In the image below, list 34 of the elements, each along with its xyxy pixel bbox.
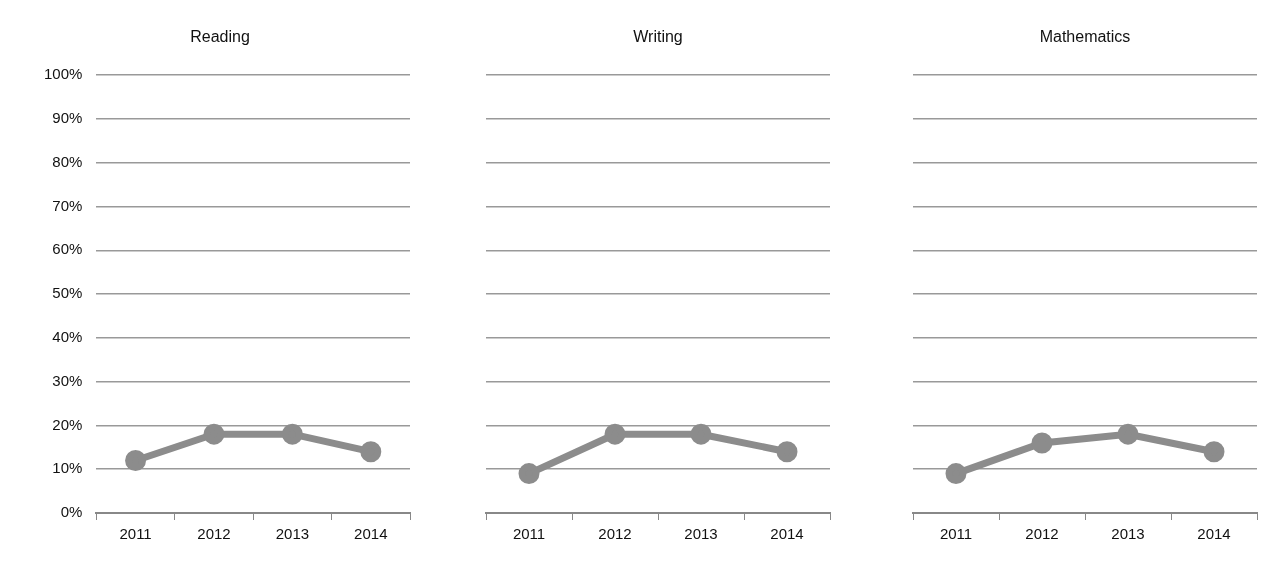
x-tick-label: 2012: [598, 525, 632, 543]
y-tick-label: 90%: [52, 109, 83, 127]
x-tick-label: 2014: [354, 525, 388, 543]
y-tick-label: 30%: [52, 371, 83, 389]
x-tick-label: 2011: [512, 525, 546, 543]
point: [1117, 423, 1139, 445]
x-tick-label: 2013: [684, 525, 718, 543]
y-tick-label: 70%: [52, 196, 83, 214]
y-tick-label: 40%: [52, 328, 83, 346]
point: [203, 423, 225, 445]
chart-title: Mathematics: [1039, 28, 1131, 46]
x-tick-label: 2012: [197, 525, 231, 543]
y-tick-label: 0%: [60, 503, 83, 521]
y-tick-label: 60%: [52, 240, 83, 258]
point: [1031, 432, 1053, 454]
y-tick-label: 100%: [43, 65, 83, 83]
x-tick-label: 2013: [275, 525, 310, 543]
chart-title: Reading: [190, 28, 250, 46]
y-tick-label: 80%: [52, 152, 83, 170]
point: [1203, 441, 1225, 463]
x-tick-label: 2014: [770, 525, 804, 543]
x-tick-label: 2011: [119, 525, 152, 543]
point: [125, 449, 147, 471]
x-tick-label: 2014: [1197, 525, 1231, 543]
x-tick-label: 2011: [939, 525, 973, 543]
x-tick-label: 2012: [1025, 525, 1059, 543]
chart-title: Writing: [633, 28, 683, 46]
point: [360, 441, 382, 463]
y-tick-label: 10%: [52, 459, 83, 477]
y-tick-label: 20%: [52, 415, 83, 433]
point: [945, 463, 967, 485]
x-tick-label: 2013: [1111, 525, 1145, 543]
point: [281, 423, 303, 445]
y-tick-label: 50%: [52, 284, 83, 302]
